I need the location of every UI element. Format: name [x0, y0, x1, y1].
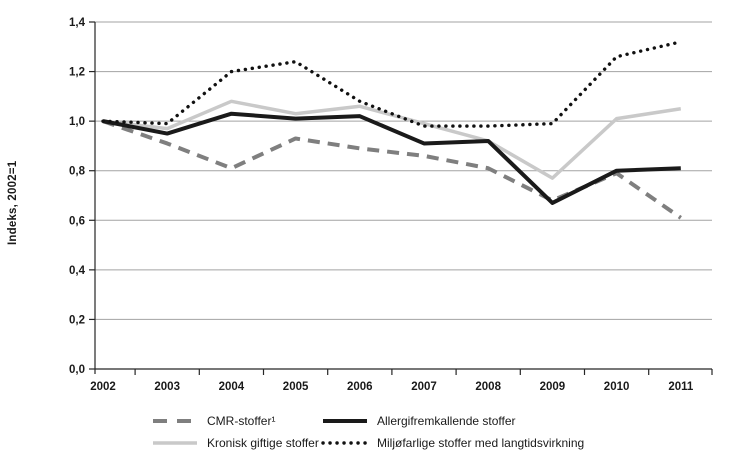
legend-item-miljo: Miljøfarlige stoffer med langtidsvirknin…: [320, 434, 730, 452]
legend: CMR-stoffer¹ Allergifremkallende stoffer K…: [0, 404, 730, 452]
legend-item-allergi: Allergifremkallende stoffer: [320, 412, 730, 430]
y-tick-label: 0,4: [69, 265, 86, 277]
y-tick-label: 0,0: [69, 364, 85, 376]
legend-grid: CMR-stoffer¹ Allergifremkallende stoffer K…: [150, 404, 730, 452]
legend-label-cmr: CMR-stoffer¹: [207, 414, 276, 428]
line-chart-canvas: 0,0 0,2 0,4 0,6 0,8 1,0 1,2 1,4 2002 2003 2004 2005…: [69, 17, 713, 393]
y-tick-label: 1,2: [69, 67, 85, 79]
legend-line-sample-cmr: [153, 419, 197, 423]
y-tick-label: 1,0: [69, 116, 85, 128]
y-tick-label: 0,6: [69, 215, 85, 227]
x-tick-label: 2006: [347, 381, 373, 393]
x-tick-label: 2002: [90, 381, 116, 393]
legend-line-sample-miljo: [321, 441, 369, 445]
x-tick-label: 2007: [411, 381, 437, 393]
x-tick-label: 2011: [668, 381, 694, 393]
y-tick-label: 0,2: [69, 314, 85, 326]
series-line-allergi: [102, 111, 681, 205]
x-tick-label: 2005: [283, 381, 309, 393]
y-tick-label: 1,4: [69, 17, 86, 29]
series-line-miljo: [101, 40, 683, 128]
y-axis-title: Indeks, 2002=1: [7, 160, 19, 246]
x-tick-label: 2008: [475, 381, 501, 393]
legend-label-allergi: Allergifremkallende stoffer: [377, 414, 516, 428]
legend-label-miljo: Miljøfarlige stoffer med langtidsvirknin…: [377, 436, 585, 450]
y-tick-label: 0,8: [69, 166, 86, 178]
legend-label-kronisk: Kronisk giftige stoffer: [207, 436, 319, 450]
legend-line-sample-allergi: [323, 419, 367, 423]
legend-item-kronisk: Kronisk giftige stoffer: [150, 434, 320, 452]
x-tick-label: 2010: [604, 381, 630, 393]
series-line-cmr: [102, 119, 682, 220]
legend-line-sample-kronisk: [153, 441, 197, 445]
x-tick-label: 2003: [154, 381, 180, 393]
legend-item-cmr: CMR-stoffer¹: [150, 412, 320, 430]
x-tick-label: 2004: [219, 381, 245, 393]
x-tick-label: 2009: [540, 381, 566, 393]
